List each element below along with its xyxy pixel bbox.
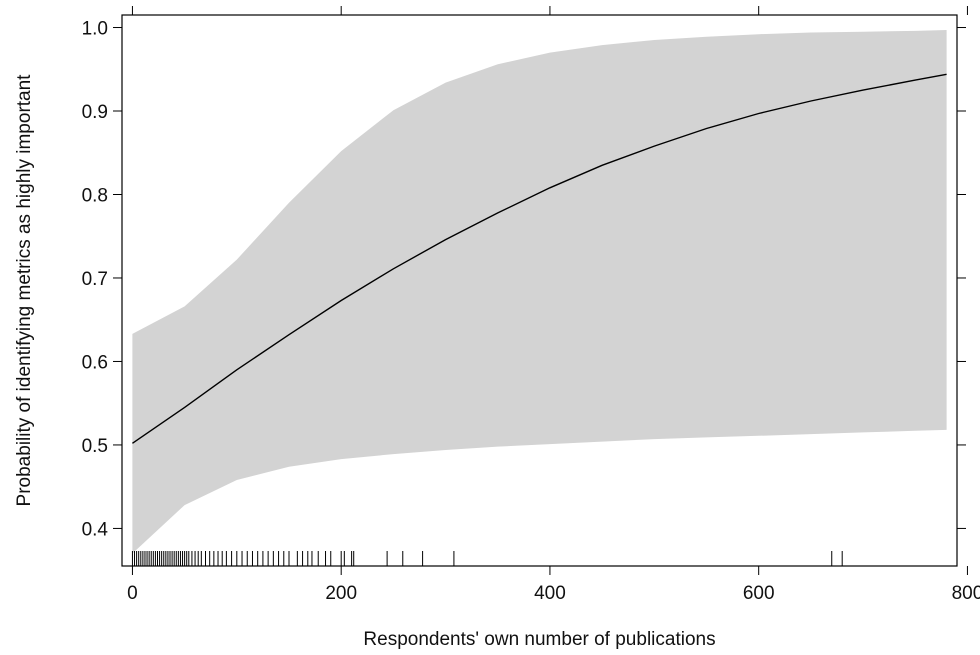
plot-frame [121, 14, 958, 567]
x-tick-label: 200 [325, 583, 357, 604]
y-tick-label: 0.7 [82, 269, 108, 290]
y-tick-label: 0.4 [82, 519, 109, 540]
fit-line [132, 73, 947, 444]
y-tick-label: 1.0 [82, 19, 108, 40]
x-axis-label: Respondents' own number of publications [363, 629, 715, 650]
axis-ticks [113, 6, 968, 575]
y-tick-label: 0.5 [82, 436, 108, 457]
y-tick-label: 0.6 [82, 352, 108, 373]
x-tick-label: 0 [127, 583, 138, 604]
x-tick-label: 400 [534, 583, 566, 604]
tick-labels: 0 200 400 600 800 0.4 0.5 0.6 0.7 0.8 0.9 1.0 [82, 19, 980, 604]
confidence-band [132, 30, 947, 554]
y-tick-label: 0.8 [82, 185, 108, 206]
x-tick-label: 800 [952, 583, 980, 604]
y-axis-label: Probability of identifying metrics as hi… [14, 74, 35, 507]
fit-line-layer [132, 73, 947, 444]
confidence-band-layer [132, 30, 947, 554]
rug-layer [131, 551, 843, 566]
y-tick-label: 0.9 [82, 102, 108, 123]
x-tick-label: 600 [743, 583, 775, 604]
